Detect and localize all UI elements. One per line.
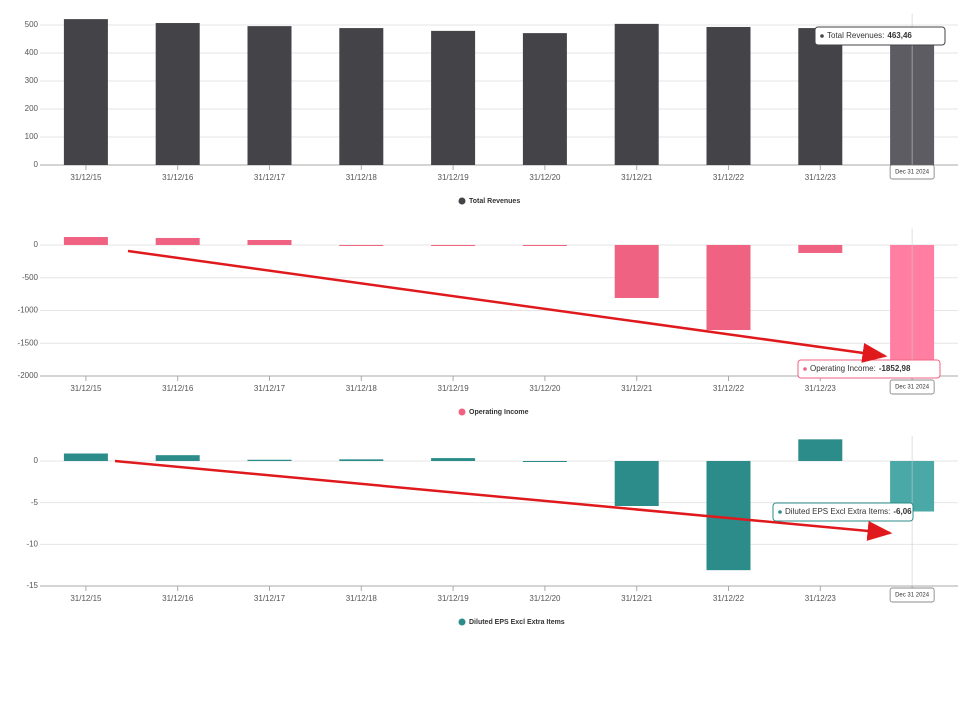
bar: [431, 30, 476, 165]
y-tick-label: -15: [26, 581, 38, 590]
annotation-arrow: [127, 249, 888, 363]
y-tick-label: 200: [25, 104, 39, 113]
legend-label: Operating Income: [469, 409, 529, 416]
y-tick-label: 500: [25, 20, 39, 29]
x-tick-label: 31/12/18: [346, 173, 378, 182]
x-tick-label: 31/12/18: [346, 594, 378, 603]
y-tick-label: -500: [22, 273, 39, 282]
legend-label: Diluted EPS Excl Extra Items: [469, 619, 565, 626]
x-tick-label: 31/12/21: [621, 173, 653, 182]
bar: [431, 458, 476, 461]
x-tick-label: 31/12/17: [254, 594, 286, 603]
tooltip-label: Total Revenues:: [827, 31, 884, 40]
bar: [706, 26, 751, 166]
hover-label-box: [889, 587, 935, 603]
tooltip: Diluted EPS Excl Extra Items: -6,06: [785, 507, 912, 516]
x-tick-label: 31/12/22: [713, 173, 745, 182]
x-tick-label: 31/12/19: [438, 173, 470, 182]
y-tick-label: 400: [25, 48, 39, 57]
bar: [431, 244, 476, 246]
tooltip-label: Diluted EPS Excl Extra Items:: [785, 507, 890, 516]
y-tick-label: -5: [31, 498, 39, 507]
tooltip-dot: [778, 510, 782, 514]
legend-marker: [458, 618, 466, 626]
tooltip: Total Revenues: 463,46: [827, 31, 912, 40]
tooltip-dot: [803, 367, 807, 371]
annotation-arrow: [114, 459, 893, 541]
x-tick-label: 31/12/21: [621, 384, 653, 393]
x-tick-label: 31/12/23: [805, 384, 837, 393]
bar: [155, 23, 200, 165]
hover-label: Dec 31 2024: [895, 385, 930, 391]
bar: [247, 459, 292, 461]
x-tick-label: 31/12/22: [713, 594, 745, 603]
x-tick-label: 31/12/22: [713, 384, 745, 393]
bar: [339, 244, 384, 246]
hover-label-box: [889, 379, 935, 395]
x-tick-label: 31/12/20: [529, 384, 561, 393]
bar: [522, 244, 567, 246]
legend-marker: [458, 197, 466, 205]
bar: [706, 244, 751, 331]
x-tick-label: 31/12/15: [70, 594, 102, 603]
hover-label: Dec 31 2024: [895, 170, 930, 176]
y-tick-label: -2000: [18, 371, 39, 380]
bar: [247, 239, 292, 245]
x-tick-label: 31/12/19: [438, 594, 470, 603]
bar: [63, 19, 108, 166]
x-tick-label: 31/12/23: [805, 173, 837, 182]
bar: [614, 461, 659, 506]
y-tick-label: -1500: [18, 338, 39, 347]
x-tick-label: 31/12/17: [254, 173, 286, 182]
bar: [798, 439, 843, 461]
tooltip-value: -6,06: [893, 507, 912, 516]
y-tick-label: -1000: [18, 306, 39, 315]
legend-label: Total Revenues: [469, 198, 520, 205]
bar: [63, 236, 108, 245]
bar: [339, 28, 384, 165]
bar: [614, 244, 659, 298]
tooltip-value: 463,46: [887, 31, 912, 40]
tooltip-label: Operating Income:: [810, 364, 876, 373]
bar: [522, 33, 567, 166]
x-tick-label: 31/12/15: [70, 173, 102, 182]
x-tick-label: 31/12/16: [162, 594, 194, 603]
tooltip-box: [814, 26, 946, 46]
x-tick-label: 31/12/20: [529, 173, 561, 182]
bar: [522, 461, 567, 462]
bar: [798, 28, 843, 165]
x-tick-label: 31/12/16: [162, 384, 194, 393]
x-tick-label: 31/12/16: [162, 173, 194, 182]
y-tick-label: 0: [34, 240, 39, 249]
y-tick-label: 300: [25, 76, 39, 85]
bar: [155, 455, 200, 461]
tooltip-value: -1852,98: [879, 364, 911, 373]
y-tick-label: -10: [26, 539, 38, 548]
tooltip: Operating Income: -1852,98: [810, 364, 911, 373]
x-tick-label: 31/12/15: [70, 384, 102, 393]
tooltip-dot: [820, 34, 824, 38]
x-tick-label: 31/12/18: [346, 384, 378, 393]
y-tick-label: 0: [34, 456, 39, 465]
x-tick-label: 31/12/21: [621, 594, 653, 603]
bar: [155, 237, 200, 245]
x-tick-label: 31/12/20: [529, 594, 561, 603]
tooltip-box: [772, 502, 914, 522]
y-tick-label: 0: [34, 160, 39, 169]
x-tick-label: 31/12/19: [438, 384, 470, 393]
bar: [614, 23, 659, 165]
hover-label-box: [889, 164, 935, 180]
x-tick-label: 31/12/17: [254, 384, 286, 393]
x-tick-label: 31/12/23: [805, 594, 837, 603]
legend-marker: [458, 408, 466, 416]
bar: [339, 459, 384, 461]
bar: [63, 453, 108, 461]
y-tick-label: 100: [25, 132, 39, 141]
bar: [247, 26, 292, 166]
bar: [798, 244, 843, 253]
chart-group: 0 100 200 300 400 500 31/12/15 31/12/16 31/12/17…: [18, 13, 958, 626]
hover-label: Dec 31 2024: [895, 593, 930, 599]
